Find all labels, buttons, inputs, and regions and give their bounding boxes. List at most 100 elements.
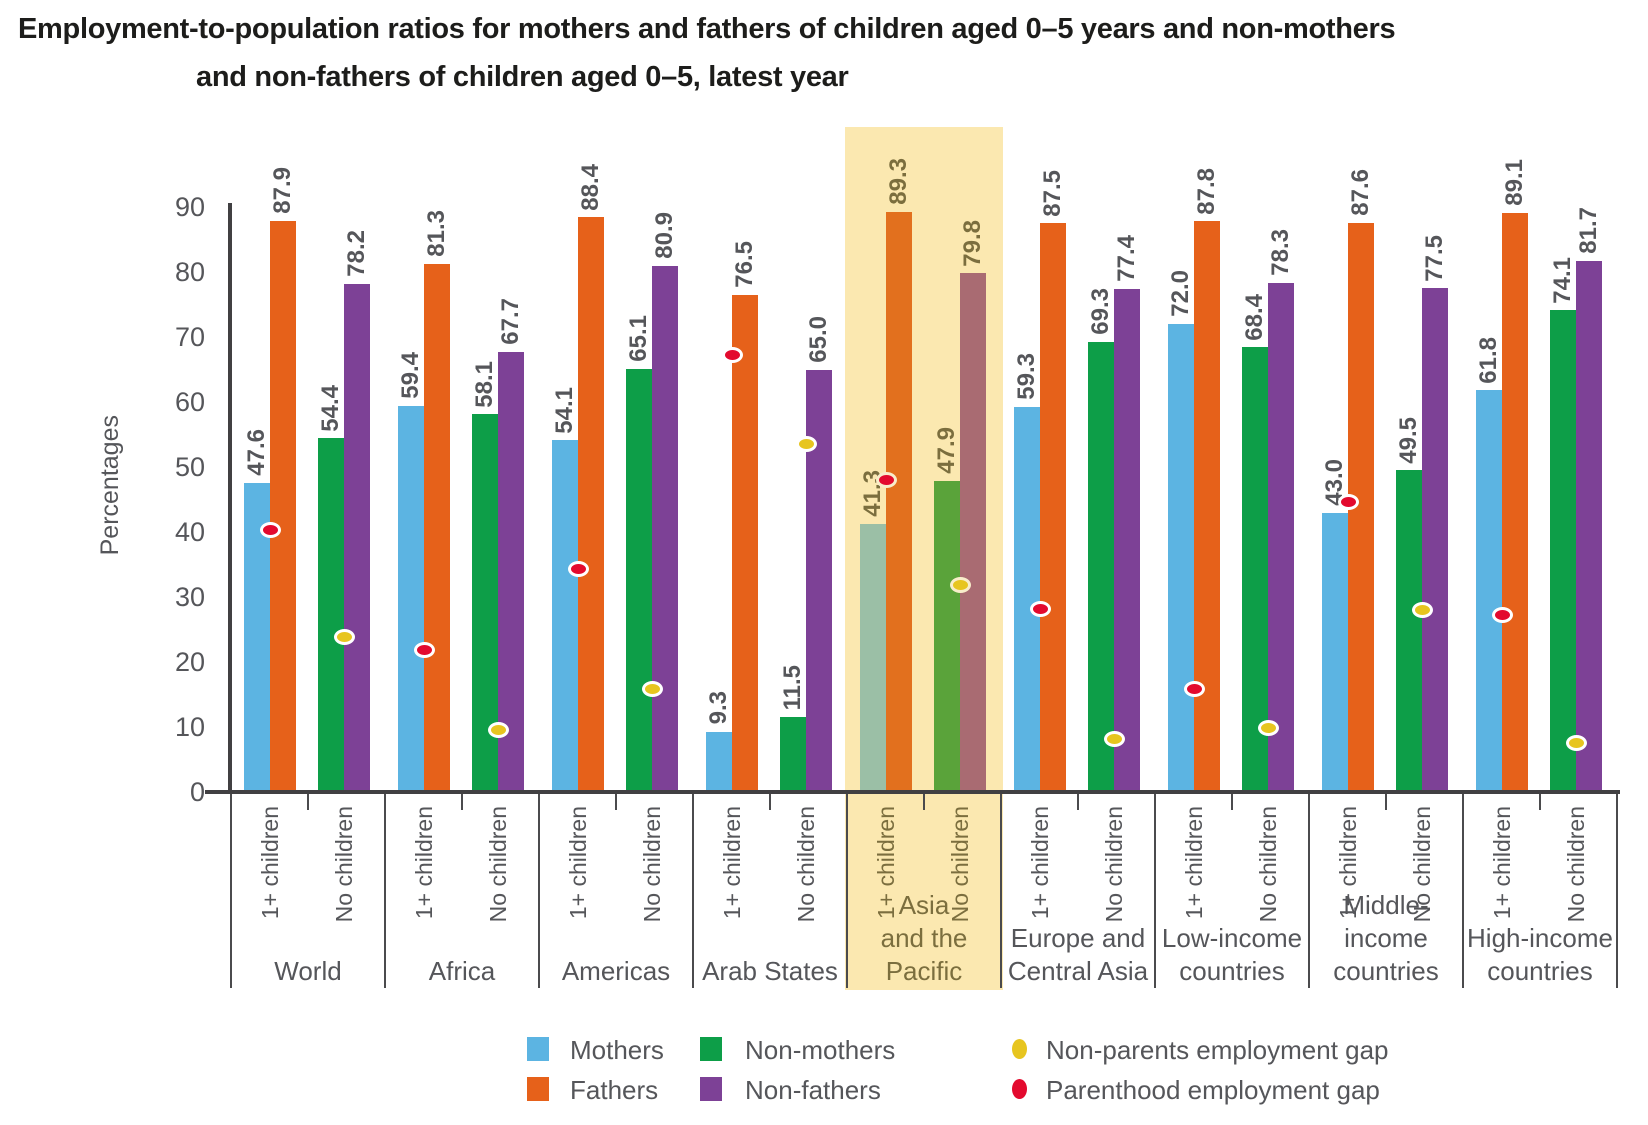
bar-fathers	[578, 217, 604, 791]
separator-line	[1308, 794, 1310, 988]
dot-parenthood-gap	[1338, 494, 1359, 511]
category-label-1plus-children: 1+ children	[1027, 806, 1053, 920]
dot-non-parents-gap	[1566, 734, 1587, 751]
bar-value-label: 89.1	[1501, 159, 1528, 206]
separator-line	[538, 794, 540, 988]
dot-non-parents-gap	[1258, 719, 1279, 736]
dot-parenthood-gap	[414, 641, 435, 658]
legend-swatch-mothers	[527, 1037, 549, 1061]
bar-value-label: 77.5	[1421, 234, 1448, 282]
bar-value-label: 74.1	[1549, 256, 1576, 304]
bar-non-fathers	[1114, 288, 1140, 791]
region-label: Europe and Central Asia	[1007, 923, 1149, 986]
separator-line	[230, 794, 232, 988]
y-tick-label: 60	[174, 387, 205, 417]
region-label: Africa	[428, 956, 496, 986]
region-label: Middle-income countries	[1333, 890, 1439, 986]
dot-non-parents-gap	[1412, 602, 1433, 618]
mid-tick	[1231, 794, 1233, 810]
bar-value-label: 80.9	[651, 212, 678, 260]
bar-mothers	[1168, 324, 1194, 791]
legend-swatch-fathers	[527, 1077, 549, 1101]
y-tick-label: 20	[174, 647, 205, 677]
bar-mothers	[1476, 390, 1502, 791]
bar-non-fathers	[498, 351, 524, 791]
chart-title-line1: Employment-to-population ratios for moth…	[18, 13, 1396, 45]
bar-value-label: 87.9	[269, 166, 296, 214]
bar-value-label: 87.8	[1193, 167, 1220, 215]
bar-value-label: 77.4	[1113, 235, 1140, 282]
chart-title-line2: and non-fathers of children aged 0–5, la…	[196, 61, 849, 93]
region-label: Arab States	[702, 956, 838, 986]
bar-value-label: 59.3	[1013, 352, 1040, 400]
bar-value-label: 76.5	[731, 241, 758, 288]
dot-parenthood-gap	[1492, 606, 1513, 623]
bar-value-label: 79.8	[959, 219, 986, 267]
bar-non-fathers	[1422, 288, 1448, 791]
legend-swatch-non-mothers	[700, 1037, 722, 1061]
category-label-no-children: No children	[485, 806, 511, 923]
dot-non-parents-gap	[642, 681, 663, 698]
legend-marker-non-parents-gap	[1012, 1039, 1027, 1059]
category-label-1plus-children: 1+ children	[719, 806, 745, 920]
bar-mothers	[552, 440, 578, 791]
bar-value-label: 65.1	[625, 315, 652, 362]
bar-non-fathers	[652, 266, 678, 791]
category-label-no-children: No children	[331, 806, 357, 923]
bar-mothers	[860, 523, 886, 791]
bar-fathers	[1040, 223, 1066, 791]
bar-fathers	[270, 220, 296, 791]
bar-value-label: 78.2	[343, 229, 370, 277]
legend-marker-parenthood-gap	[1012, 1079, 1027, 1099]
bar-value-label: 47.6	[243, 428, 270, 476]
bar-non-fathers	[806, 369, 832, 791]
bar-value-label: 87.5	[1039, 169, 1066, 217]
bar-mothers	[1322, 512, 1348, 791]
bar-value-label: 78.3	[1267, 229, 1294, 277]
region-label: World	[274, 956, 342, 986]
y-tick-label: 80	[174, 257, 205, 287]
legend-swatch-non-fathers	[700, 1077, 722, 1101]
bar-value-label: 61.8	[1475, 336, 1502, 384]
separator-line	[384, 794, 386, 988]
legend-label: Fathers	[570, 1075, 659, 1105]
bar-non-fathers	[1576, 260, 1602, 791]
bar-non-mothers	[1396, 470, 1422, 791]
dot-non-parents-gap	[950, 576, 971, 593]
bar-value-label: 69.3	[1087, 287, 1114, 335]
category-label-no-children: No children	[793, 806, 819, 923]
bar-fathers	[424, 263, 450, 791]
bar-value-label: 67.7	[497, 298, 524, 345]
mid-tick	[769, 794, 771, 810]
category-label-1plus-children: 1+ children	[565, 806, 591, 920]
category-label-no-children: No children	[1563, 806, 1589, 923]
bar-value-label: 54.4	[317, 384, 344, 432]
bar-non-fathers	[1268, 283, 1294, 791]
dot-parenthood-gap	[1184, 681, 1205, 698]
bar-value-label: 81.7	[1575, 207, 1602, 254]
bar-fathers	[1194, 221, 1220, 791]
region-label: Americas	[561, 956, 671, 986]
dot-non-parents-gap	[796, 436, 817, 453]
bar-fathers	[886, 211, 912, 791]
bar-value-label: 9.3	[705, 691, 732, 725]
bar-value-label: 65.0	[805, 315, 832, 363]
y-tick-label: 40	[174, 517, 205, 547]
bar-value-label: 89.3	[885, 157, 912, 205]
separator-line	[1616, 794, 1618, 988]
bar-value-label: 81.3	[423, 209, 450, 257]
y-axis-line	[228, 203, 232, 792]
separator-line	[1000, 794, 1002, 988]
dot-non-parents-gap	[1104, 731, 1125, 748]
mid-tick	[615, 794, 617, 810]
mid-tick	[461, 794, 463, 810]
y-tick-label: 90	[174, 192, 205, 222]
y-tick-label: 10	[174, 712, 205, 742]
x-axis-line	[205, 790, 1620, 794]
legend-label: Non-mothers	[745, 1035, 896, 1065]
dot-parenthood-gap	[876, 472, 897, 488]
bar-value-label: 87.6	[1347, 168, 1374, 216]
separator-line	[846, 794, 848, 988]
bar-fathers	[732, 294, 758, 791]
bar-value-label: 88.4	[577, 163, 604, 211]
